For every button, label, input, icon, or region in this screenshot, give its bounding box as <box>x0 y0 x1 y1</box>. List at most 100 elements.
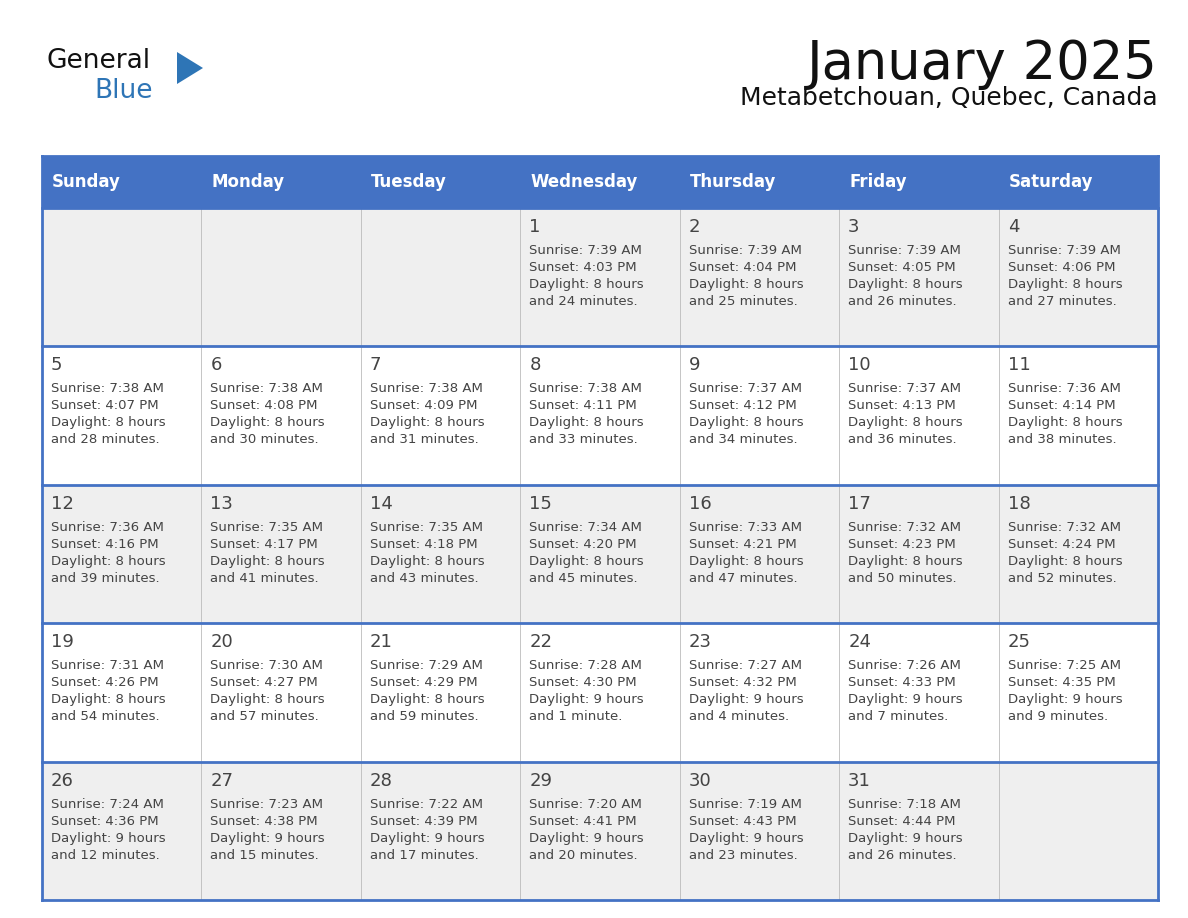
Text: 11: 11 <box>1007 356 1030 375</box>
Text: Sunrise: 7:39 AM: Sunrise: 7:39 AM <box>530 244 643 257</box>
Text: Sunset: 4:12 PM: Sunset: 4:12 PM <box>689 399 796 412</box>
Text: and 4 minutes.: and 4 minutes. <box>689 711 789 723</box>
Text: Daylight: 9 hours: Daylight: 9 hours <box>530 832 644 845</box>
Text: and 45 minutes.: and 45 minutes. <box>530 572 638 585</box>
Bar <box>202 156 361 208</box>
Text: Daylight: 8 hours: Daylight: 8 hours <box>369 417 485 430</box>
Text: Daylight: 8 hours: Daylight: 8 hours <box>51 417 165 430</box>
Text: Sunset: 4:17 PM: Sunset: 4:17 PM <box>210 538 318 551</box>
Text: Sunrise: 7:39 AM: Sunrise: 7:39 AM <box>689 244 802 257</box>
Text: 29: 29 <box>530 772 552 789</box>
Text: 1: 1 <box>530 218 541 236</box>
Text: January 2025: January 2025 <box>807 38 1158 90</box>
Text: 30: 30 <box>689 772 712 789</box>
Text: 25: 25 <box>1007 633 1030 651</box>
Text: and 15 minutes.: and 15 minutes. <box>210 848 320 862</box>
Text: 17: 17 <box>848 495 871 513</box>
Text: 4: 4 <box>1007 218 1019 236</box>
Text: Sunset: 4:32 PM: Sunset: 4:32 PM <box>689 677 796 689</box>
Text: Daylight: 9 hours: Daylight: 9 hours <box>210 832 326 845</box>
Text: Daylight: 8 hours: Daylight: 8 hours <box>1007 417 1123 430</box>
Text: Sunset: 4:11 PM: Sunset: 4:11 PM <box>530 399 637 412</box>
Text: Sunset: 4:03 PM: Sunset: 4:03 PM <box>530 261 637 274</box>
Text: Sunset: 4:35 PM: Sunset: 4:35 PM <box>1007 677 1116 689</box>
Text: Sunset: 4:08 PM: Sunset: 4:08 PM <box>210 399 318 412</box>
Text: Thursday: Thursday <box>690 173 776 191</box>
Text: Sunrise: 7:23 AM: Sunrise: 7:23 AM <box>210 798 323 811</box>
Text: Daylight: 8 hours: Daylight: 8 hours <box>1007 554 1123 568</box>
Text: Sunset: 4:18 PM: Sunset: 4:18 PM <box>369 538 478 551</box>
Bar <box>42 208 1158 346</box>
Text: and 12 minutes.: and 12 minutes. <box>51 848 159 862</box>
Bar <box>42 485 1158 623</box>
Text: Daylight: 8 hours: Daylight: 8 hours <box>369 693 485 706</box>
Text: and 59 minutes.: and 59 minutes. <box>369 711 479 723</box>
Text: 27: 27 <box>210 772 233 789</box>
Text: Daylight: 8 hours: Daylight: 8 hours <box>210 693 326 706</box>
Text: Sunset: 4:30 PM: Sunset: 4:30 PM <box>530 677 637 689</box>
Text: 21: 21 <box>369 633 393 651</box>
Text: and 30 minutes.: and 30 minutes. <box>210 433 320 446</box>
Text: Sunset: 4:07 PM: Sunset: 4:07 PM <box>51 399 159 412</box>
Text: Sunset: 4:06 PM: Sunset: 4:06 PM <box>1007 261 1116 274</box>
Text: Sunset: 4:04 PM: Sunset: 4:04 PM <box>689 261 796 274</box>
Text: 16: 16 <box>689 495 712 513</box>
Polygon shape <box>177 52 203 84</box>
Text: Daylight: 9 hours: Daylight: 9 hours <box>530 693 644 706</box>
Text: Daylight: 8 hours: Daylight: 8 hours <box>689 278 803 291</box>
Text: 19: 19 <box>51 633 74 651</box>
Text: 15: 15 <box>530 495 552 513</box>
Text: Sunset: 4:33 PM: Sunset: 4:33 PM <box>848 677 956 689</box>
Text: Sunset: 4:09 PM: Sunset: 4:09 PM <box>369 399 478 412</box>
Text: Daylight: 8 hours: Daylight: 8 hours <box>848 278 962 291</box>
Text: Sunset: 4:05 PM: Sunset: 4:05 PM <box>848 261 956 274</box>
Text: and 9 minutes.: and 9 minutes. <box>1007 711 1107 723</box>
Text: 31: 31 <box>848 772 871 789</box>
Text: Daylight: 8 hours: Daylight: 8 hours <box>689 554 803 568</box>
Text: and 25 minutes.: and 25 minutes. <box>689 295 797 308</box>
Text: and 7 minutes.: and 7 minutes. <box>848 711 948 723</box>
Text: Sunset: 4:39 PM: Sunset: 4:39 PM <box>369 814 478 828</box>
Bar <box>520 156 680 208</box>
Text: and 34 minutes.: and 34 minutes. <box>689 433 797 446</box>
Text: and 57 minutes.: and 57 minutes. <box>210 711 320 723</box>
Text: Sunrise: 7:31 AM: Sunrise: 7:31 AM <box>51 659 164 672</box>
Text: Sunset: 4:43 PM: Sunset: 4:43 PM <box>689 814 796 828</box>
Text: Sunrise: 7:29 AM: Sunrise: 7:29 AM <box>369 659 482 672</box>
Bar <box>42 156 202 208</box>
Text: 26: 26 <box>51 772 74 789</box>
Text: Sunrise: 7:20 AM: Sunrise: 7:20 AM <box>530 798 643 811</box>
Text: Sunrise: 7:38 AM: Sunrise: 7:38 AM <box>530 383 643 396</box>
Text: 14: 14 <box>369 495 393 513</box>
Text: Sunrise: 7:39 AM: Sunrise: 7:39 AM <box>1007 244 1120 257</box>
Text: Sunrise: 7:39 AM: Sunrise: 7:39 AM <box>848 244 961 257</box>
Text: and 20 minutes.: and 20 minutes. <box>530 848 638 862</box>
Bar <box>361 156 520 208</box>
Text: and 28 minutes.: and 28 minutes. <box>51 433 159 446</box>
Text: Sunrise: 7:37 AM: Sunrise: 7:37 AM <box>689 383 802 396</box>
Text: and 38 minutes.: and 38 minutes. <box>1007 433 1117 446</box>
Text: Daylight: 9 hours: Daylight: 9 hours <box>689 832 803 845</box>
Text: and 36 minutes.: and 36 minutes. <box>848 433 956 446</box>
Text: Sunrise: 7:38 AM: Sunrise: 7:38 AM <box>51 383 164 396</box>
Text: Daylight: 9 hours: Daylight: 9 hours <box>689 693 803 706</box>
Text: 24: 24 <box>848 633 871 651</box>
Text: Sunset: 4:23 PM: Sunset: 4:23 PM <box>848 538 956 551</box>
Text: 23: 23 <box>689 633 712 651</box>
Text: 10: 10 <box>848 356 871 375</box>
Text: Sunrise: 7:35 AM: Sunrise: 7:35 AM <box>210 521 323 533</box>
Text: Sunset: 4:26 PM: Sunset: 4:26 PM <box>51 677 159 689</box>
Text: 3: 3 <box>848 218 860 236</box>
Bar <box>42 346 1158 485</box>
Text: Daylight: 9 hours: Daylight: 9 hours <box>1007 693 1123 706</box>
Text: Sunrise: 7:37 AM: Sunrise: 7:37 AM <box>848 383 961 396</box>
Text: Daylight: 8 hours: Daylight: 8 hours <box>210 417 326 430</box>
Text: Daylight: 8 hours: Daylight: 8 hours <box>530 554 644 568</box>
Text: Sunrise: 7:32 AM: Sunrise: 7:32 AM <box>848 521 961 533</box>
Text: Sunrise: 7:35 AM: Sunrise: 7:35 AM <box>369 521 482 533</box>
Text: Sunrise: 7:38 AM: Sunrise: 7:38 AM <box>369 383 482 396</box>
Text: Blue: Blue <box>94 78 152 104</box>
Text: and 43 minutes.: and 43 minutes. <box>369 572 479 585</box>
Text: Sunrise: 7:36 AM: Sunrise: 7:36 AM <box>1007 383 1120 396</box>
Text: Daylight: 8 hours: Daylight: 8 hours <box>530 278 644 291</box>
